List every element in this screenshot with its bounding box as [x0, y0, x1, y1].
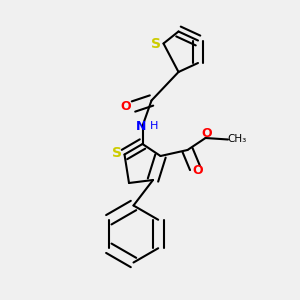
Text: CH₃: CH₃: [227, 134, 247, 145]
Text: O: O: [121, 100, 131, 113]
Text: H: H: [150, 121, 159, 131]
Text: N: N: [136, 119, 146, 133]
Text: S: S: [112, 146, 122, 160]
Text: O: O: [202, 127, 212, 140]
Text: O: O: [193, 164, 203, 178]
Text: S: S: [151, 37, 161, 50]
